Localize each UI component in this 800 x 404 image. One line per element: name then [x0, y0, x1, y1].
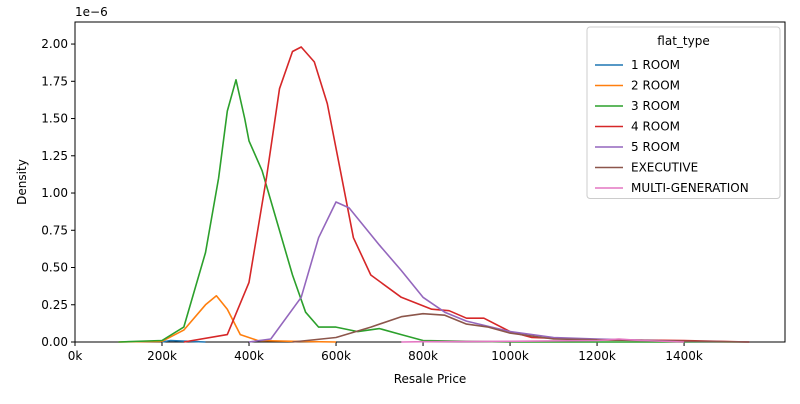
x-tick-label: 600k: [321, 349, 351, 363]
y-axis-label: Density: [15, 159, 29, 205]
y-tick-label: 1.75: [41, 74, 68, 88]
y-tick-label: 1.25: [41, 149, 68, 163]
x-tick-label: 1400k: [665, 349, 703, 363]
legend-box: [586, 26, 781, 199]
series-line: [292, 312, 750, 343]
y-tick-label: 0.50: [41, 261, 68, 275]
legend-title: flat_type: [657, 34, 709, 48]
y-tick-label: 1.50: [41, 112, 68, 126]
x-tick-label: 0k: [68, 349, 83, 363]
x-tick-label: 200k: [147, 349, 177, 363]
x-tick-label: 1200k: [578, 349, 616, 363]
legend-label: 5 ROOM: [631, 140, 680, 154]
legend-label: 2 ROOM: [631, 79, 680, 93]
x-tick-label: 1000k: [491, 349, 529, 363]
y-tick-label: 0.25: [41, 298, 68, 312]
y-tick-label: 0.75: [41, 223, 68, 237]
legend-label: 3 ROOM: [631, 99, 680, 113]
legend-label: MULTI-GENERATION: [631, 181, 749, 195]
series-line: [118, 79, 750, 343]
legend-label: 4 ROOM: [631, 120, 680, 134]
series-line: [401, 338, 685, 343]
y-tick-label: 1.00: [41, 186, 68, 200]
series-line: [161, 339, 206, 343]
x-tick-label: 400k: [234, 349, 264, 363]
legend-label: EXECUTIVE: [631, 161, 698, 175]
x-tick-label: 800k: [408, 349, 438, 363]
series-line: [248, 201, 750, 343]
x-axis-label: Resale Price: [394, 372, 467, 386]
series-line: [118, 295, 337, 343]
y-tick-label: 0.00: [41, 335, 68, 349]
y-tick-label: 2.00: [41, 37, 68, 51]
y-offset-label: 1e−6: [75, 5, 108, 19]
legend-label: 1 ROOM: [631, 58, 680, 72]
